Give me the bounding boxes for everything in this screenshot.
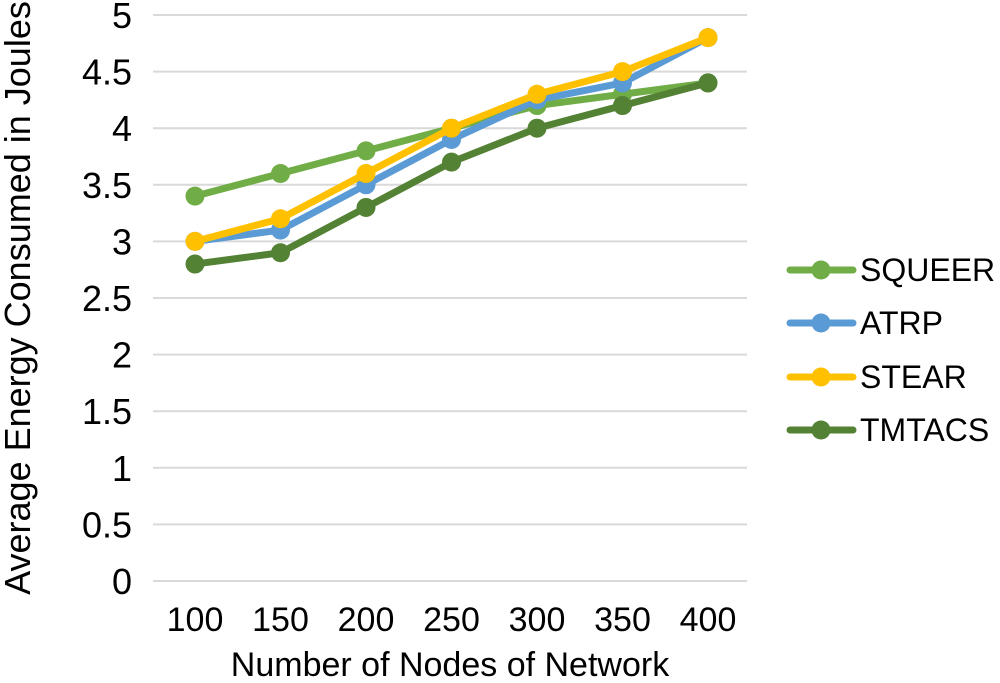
y-tick-label: 3	[112, 221, 132, 262]
y-axis-title: Average Energy Consumed in Joules	[0, 1, 38, 595]
x-axis-tick-labels: 100 150 200 250 300 350 400	[167, 601, 737, 639]
legend-marker-squeer-icon	[811, 260, 831, 280]
x-tick-label: 250	[423, 601, 480, 639]
legend: SQUEER ATRP STEAR TMTACS	[786, 252, 995, 448]
y-tick-label: 5	[112, 0, 132, 36]
legend-item-squeer: SQUEER	[786, 252, 995, 288]
data-point-tmtacs-300	[527, 118, 547, 138]
legend-marker-stear-icon	[811, 367, 831, 387]
legend-item-stear: STEAR	[786, 359, 967, 395]
data-point-stear-150	[271, 209, 290, 229]
y-tick-label: 4.5	[82, 52, 132, 93]
legend-marker-atrp-icon	[811, 313, 831, 333]
y-tick-label: 3.5	[82, 165, 132, 206]
x-tick-label: 300	[509, 601, 566, 639]
x-tick-label: 350	[594, 601, 651, 639]
gridlines	[153, 14, 747, 582]
data-point-stear-100	[185, 231, 205, 251]
series-layer	[185, 28, 718, 274]
y-tick-label: 1.5	[82, 391, 132, 432]
data-point-squeer-200	[356, 141, 376, 161]
data-point-tmtacs-250	[442, 152, 461, 172]
data-point-stear-200	[356, 163, 376, 183]
data-point-tmtacs-150	[271, 243, 290, 263]
legend-label-tmtacs: TMTACS	[860, 412, 989, 448]
legend-label-atrp: ATRP	[860, 305, 943, 341]
y-tick-label: 0	[112, 561, 132, 602]
data-point-tmtacs-100	[185, 254, 205, 274]
legend-marker-tmtacs-icon	[811, 420, 831, 440]
x-tick-label: 150	[252, 601, 309, 639]
x-tick-label: 200	[338, 601, 395, 639]
data-point-squeer-100	[185, 186, 205, 206]
data-point-stear-300	[527, 84, 547, 104]
y-tick-label: 4	[112, 108, 132, 149]
data-point-stear-250	[442, 118, 461, 138]
y-axis-tick-labels: 0 0.5 1 1.5 2 2.5 3 3.5 4 4.5 5	[82, 0, 132, 602]
data-point-tmtacs-200	[356, 197, 376, 217]
x-axis-title: Number of Nodes of Network	[231, 646, 670, 683]
data-point-tmtacs-350	[613, 96, 632, 116]
x-tick-label: 400	[680, 601, 737, 639]
y-tick-label: 0.5	[82, 504, 132, 545]
data-point-tmtacs-400	[698, 73, 718, 93]
legend-item-atrp: ATRP	[786, 305, 943, 341]
legend-label-squeer: SQUEER	[860, 252, 995, 288]
legend-item-tmtacs: TMTACS	[786, 412, 989, 448]
y-tick-label: 2.5	[82, 278, 132, 319]
data-point-stear-400	[698, 28, 718, 48]
y-tick-label: 2	[112, 335, 132, 376]
data-point-stear-350	[613, 62, 632, 82]
y-tick-label: 1	[112, 448, 132, 489]
x-tick-label: 100	[167, 601, 224, 639]
data-point-squeer-150	[271, 163, 290, 183]
legend-label-stear: STEAR	[860, 359, 967, 395]
